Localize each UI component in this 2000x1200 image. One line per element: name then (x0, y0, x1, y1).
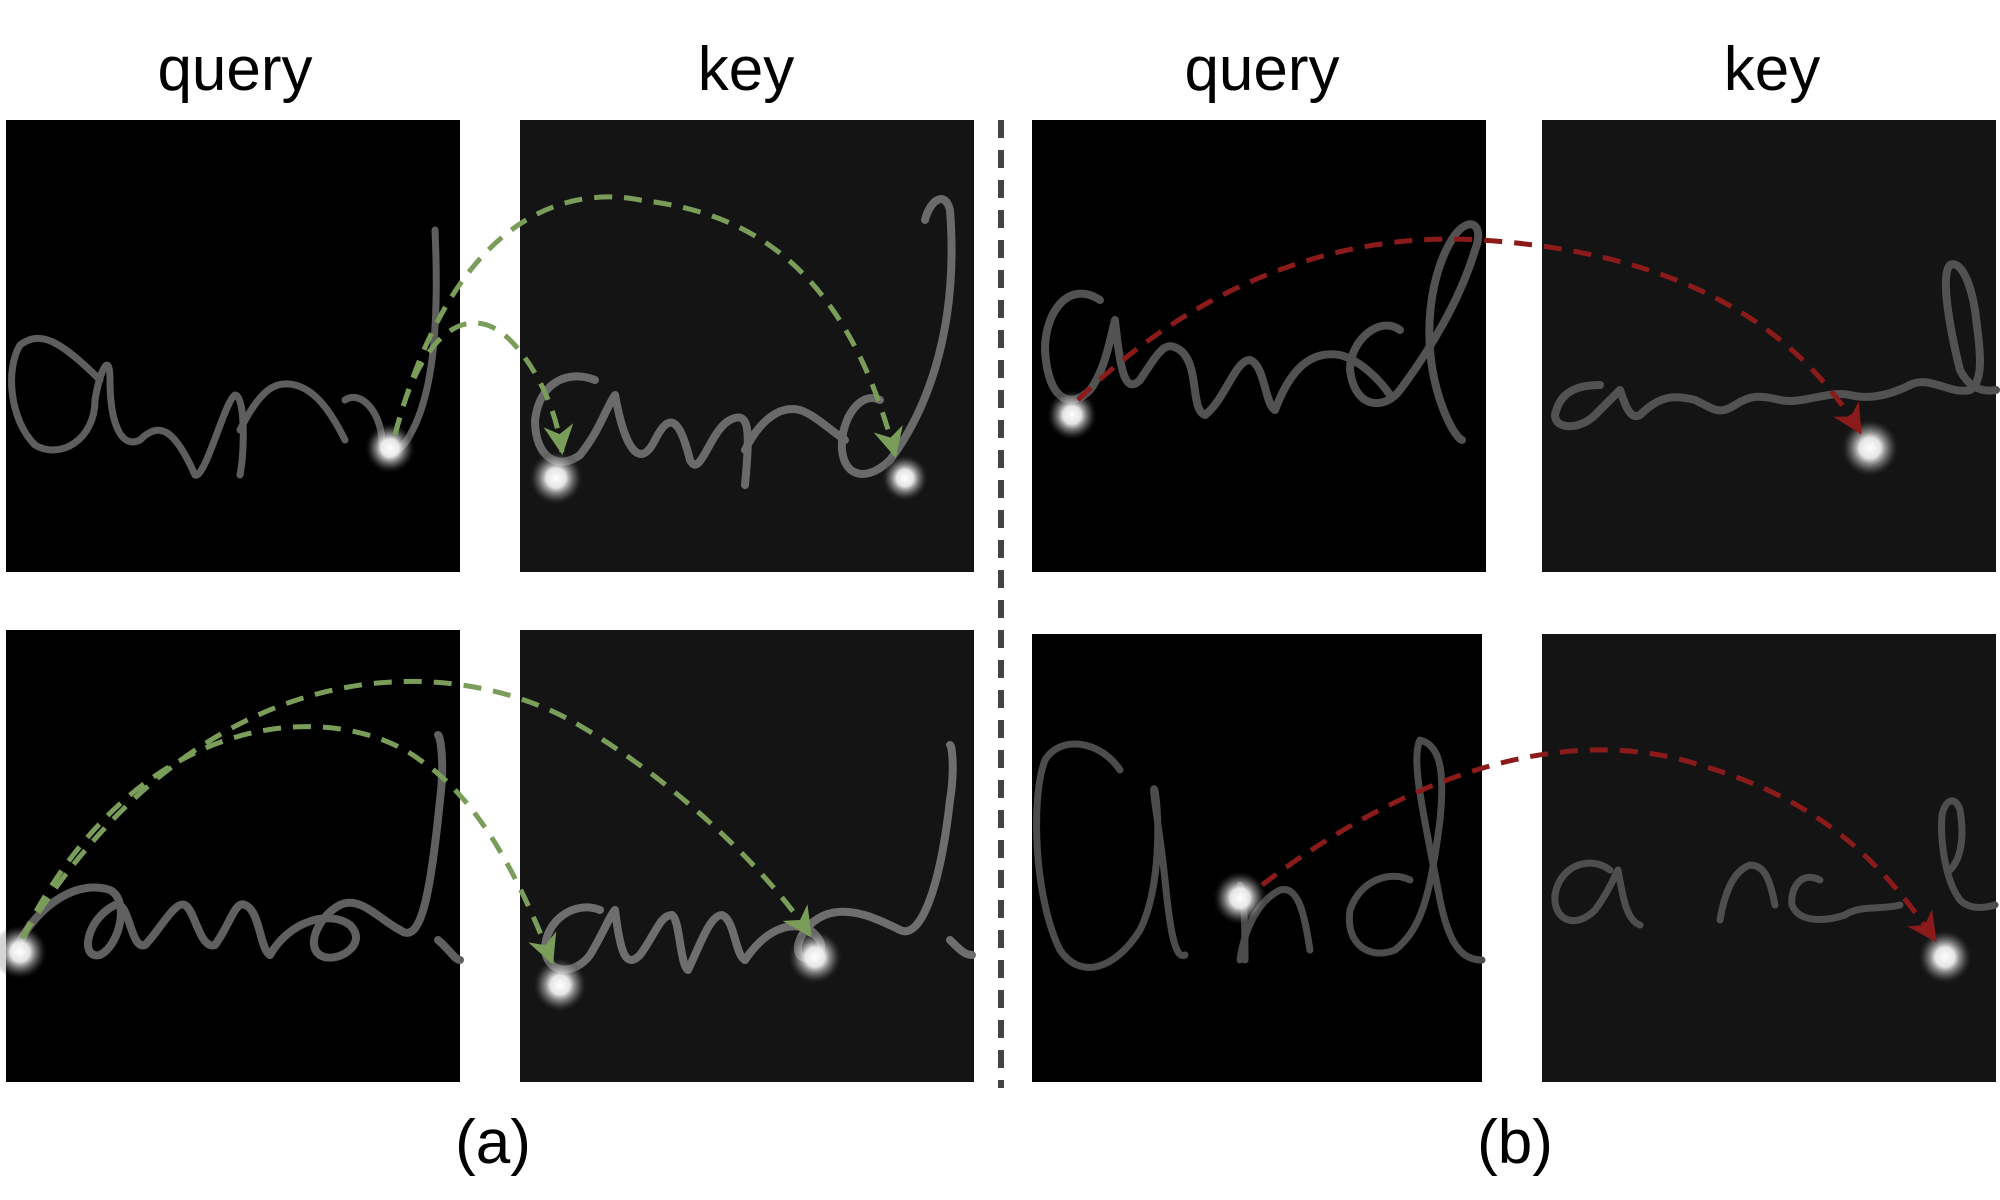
key-focus-point (532, 957, 588, 1013)
query-focus-point (1046, 389, 1098, 441)
query-focus-point (1212, 870, 1268, 926)
panel-a-key-top (520, 120, 974, 572)
panel-a-query-top (6, 120, 460, 572)
header-a-key: key (698, 35, 794, 104)
mismatch-arrow (1260, 747, 1938, 943)
key-focus-point (787, 929, 843, 985)
panel-a-query-bottom (0, 630, 464, 1082)
key-focus-point (528, 450, 584, 506)
header-b-key: key (1724, 35, 1820, 104)
key-focus-point (881, 454, 929, 502)
query-focus-point (0, 924, 48, 980)
query-focus-point (364, 422, 416, 474)
panel-b-query-bottom (1032, 634, 1486, 1082)
caption-a: (a) (455, 1108, 531, 1177)
panel-b-key-bottom (1542, 634, 1999, 1082)
header-a-query: query (157, 35, 312, 104)
mismatch-arrow (1076, 236, 1863, 435)
match-arrow (19, 678, 813, 940)
caption-b: (b) (1477, 1108, 1553, 1177)
match-arrow (19, 724, 557, 965)
key-focus-point (1917, 929, 1973, 985)
panel-b-key-top (1542, 120, 2000, 572)
panel-b-query-top (1032, 120, 1486, 572)
key-focus-point (1840, 418, 1900, 478)
match-arrow (392, 320, 574, 455)
header-b-query: query (1184, 35, 1339, 104)
match-arrow (392, 194, 903, 458)
